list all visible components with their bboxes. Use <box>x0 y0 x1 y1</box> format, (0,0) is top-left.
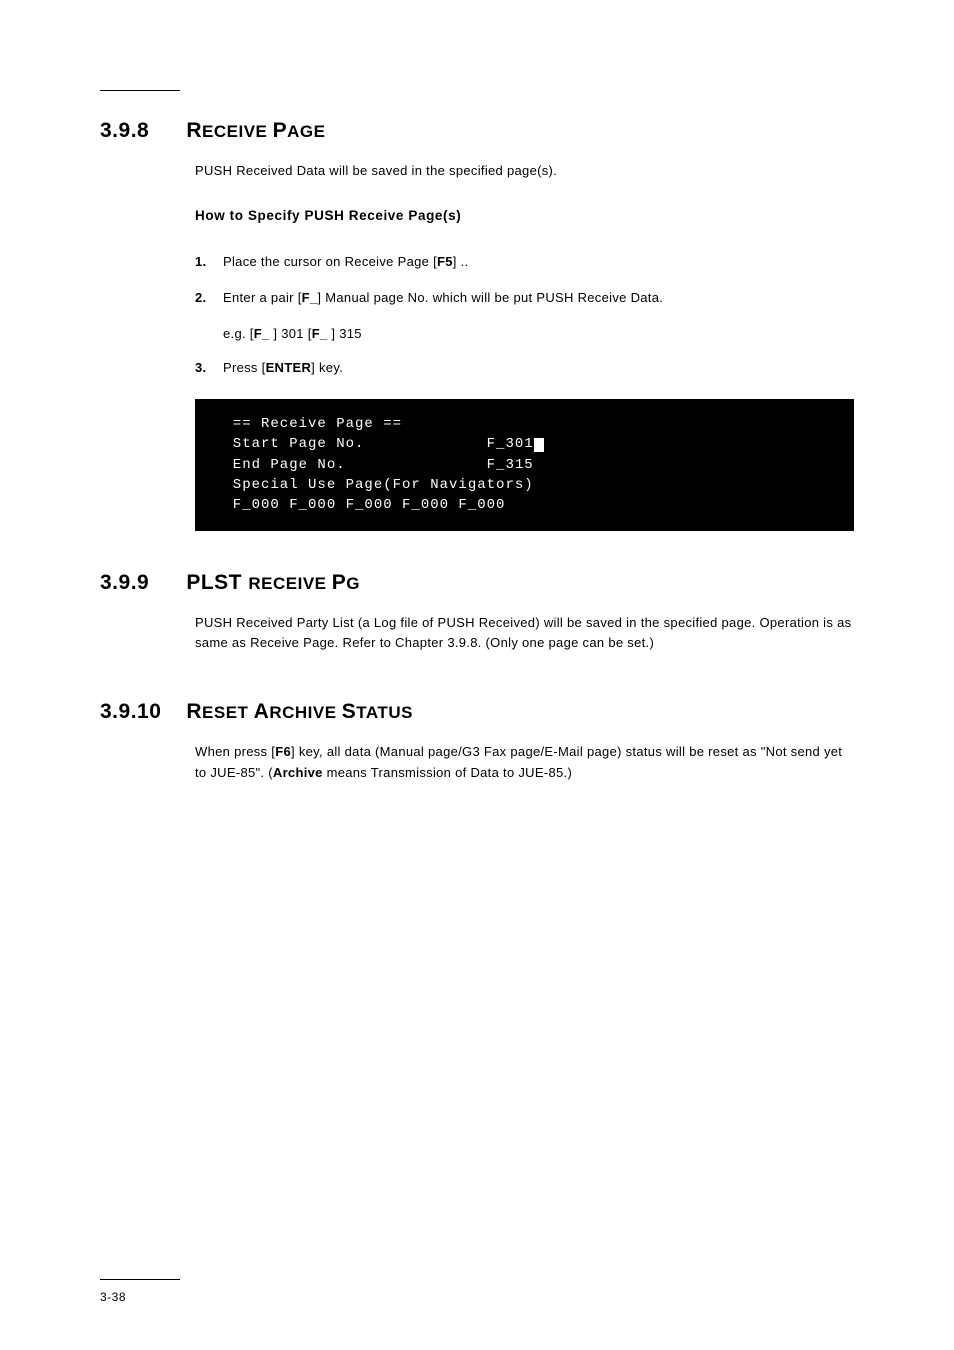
para-3910-post: means Transmission of Data to JUE-85.) <box>323 765 572 780</box>
step-3: 3. Press [ENTER] key. <box>195 357 854 379</box>
step-2-text: Enter a pair [F_] Manual page No. which … <box>223 287 854 309</box>
cursor-icon <box>534 438 544 452</box>
heading-3910-t1: R <box>186 700 202 723</box>
heading-399-t1: PLST <box>186 571 248 594</box>
term-l1v: F_301 <box>468 436 534 452</box>
heading-398-num: 3.9.8 <box>100 119 180 143</box>
step-3-pre: Press <box>223 360 262 375</box>
para-3910: When press [F6] key, all data (Manual pa… <box>195 742 854 784</box>
step-2-sub-f2: F_ <box>312 326 332 341</box>
term-l1: Start Page No. <box>214 436 364 452</box>
para-399: PUSH Received Party List (a Log file of … <box>195 613 854 655</box>
step-2-sub-pre: e.g. <box>223 326 250 341</box>
subhead-398: How to Specify PUSH Receive Page(s) <box>195 208 854 223</box>
term-l4: F_000 F_000 F_000 F_000 F_000 <box>214 497 505 513</box>
heading-3910-t3: A <box>254 700 270 723</box>
step-2-f1: F_ <box>302 290 318 305</box>
step-1-key: F5 <box>437 254 453 269</box>
heading-3910-t2: ESET <box>202 703 254 722</box>
step-3-post: key. <box>319 360 343 375</box>
step-2-num: 2. <box>195 287 223 309</box>
term-title: == Receive Page == <box>214 416 402 432</box>
heading-399-t3: P <box>332 571 347 594</box>
para-3910-key: F6 <box>275 744 291 759</box>
term-l2v: F_315 <box>468 457 534 473</box>
term-l2: End Page No. <box>214 457 346 473</box>
step-2-pre: Enter a pair <box>223 290 298 305</box>
step-2: 2. Enter a pair [F_] Manual page No. whi… <box>195 287 854 309</box>
heading-3910-t6: TATUS <box>356 703 413 722</box>
terminal-398: == Receive Page == Start Page No. F_301 … <box>195 399 854 530</box>
step-3-key: ENTER <box>266 360 312 375</box>
heading-399-t2: RECEIVE <box>248 574 331 593</box>
step-2-sub: e.g. [F_ ] 301 [F_ ] 315 <box>223 323 854 345</box>
heading-3910: 3.9.10 RESET ARCHIVE STATUS <box>100 700 854 724</box>
heading-398-t3: P <box>273 119 288 142</box>
step-1-num: 1. <box>195 251 223 273</box>
heading-399-num: 3.9.9 <box>100 571 180 595</box>
heading-399-t4: G <box>346 574 360 593</box>
heading-3910-t4: RCHIVE <box>269 703 341 722</box>
step-3-text: Press [ENTER] key. <box>223 357 854 379</box>
bottom-rule <box>100 1279 180 1280</box>
heading-398-t1: R <box>186 119 202 142</box>
step-2-sub-post: 315 <box>339 326 362 341</box>
heading-3910-t5: S <box>342 700 357 723</box>
step-1: 1. Place the cursor on Receive Page [F5]… <box>195 251 854 273</box>
step-1-post: .. <box>461 254 469 269</box>
step-2-mid: Manual page No. which will be put PUSH R… <box>325 290 663 305</box>
step-1-text: Place the cursor on Receive Page [F5] .. <box>223 251 854 273</box>
heading-3910-num: 3.9.10 <box>100 700 180 724</box>
para-3910-pre: When press <box>195 744 271 759</box>
heading-399: 3.9.9 PLST RECEIVE PG <box>100 571 854 595</box>
heading-398-t4: AGE <box>287 122 325 141</box>
term-l3: Special Use Page(For Navigators) <box>214 477 534 493</box>
heading-398: 3.9.8 RECEIVE PAGE <box>100 119 854 143</box>
heading-398-t2: ECEIVE <box>202 122 273 141</box>
para-398-intro: PUSH Received Data will be saved in the … <box>195 161 854 182</box>
top-rule <box>100 90 180 91</box>
step-3-num: 3. <box>195 357 223 379</box>
step-2-sub-f1: F_ <box>254 326 274 341</box>
para-3910-archive: Archive <box>273 765 323 780</box>
step-2-sub-mid: 301 <box>281 326 308 341</box>
step-1-pre: Place the cursor on Receive Page <box>223 254 433 269</box>
page-number: 3-38 <box>100 1290 126 1304</box>
